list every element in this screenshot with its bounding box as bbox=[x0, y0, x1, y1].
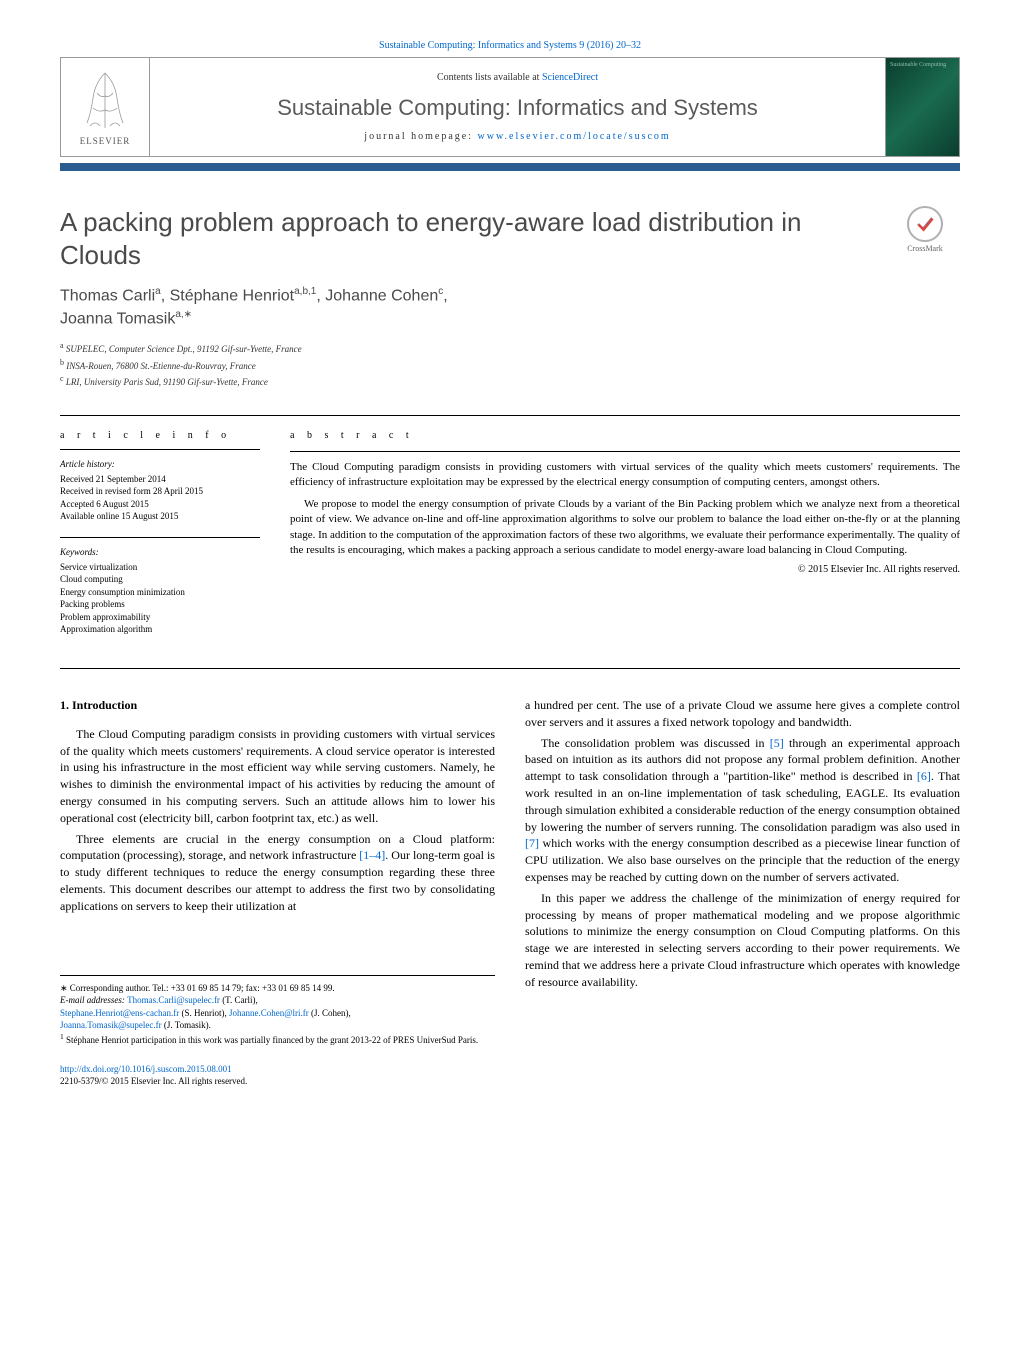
email-cohen[interactable]: Johanne.Cohen@lri.fr bbox=[229, 1008, 309, 1018]
journal-ref-link[interactable]: Sustainable Computing: Informatics and S… bbox=[379, 40, 641, 51]
authors: Thomas Carlia, Stéphane Henriota,b,1, Jo… bbox=[60, 285, 960, 330]
affiliation-b: INSA-Rouen, 76800 St.-Etienne-du-Rouvray… bbox=[66, 361, 255, 371]
crossmark-badge[interactable]: CrossMark bbox=[890, 206, 960, 253]
cite-6[interactable]: [6] bbox=[917, 769, 931, 783]
article-info: a r t i c l e i n f o Article history: R… bbox=[60, 430, 260, 650]
sciencedirect-link[interactable]: ScienceDirect bbox=[542, 72, 598, 83]
footnotes: ∗ Corresponding author. Tel.: +33 01 69 … bbox=[60, 975, 495, 1047]
email-henriot[interactable]: Stephane.Henriot@ens-cachan.fr bbox=[60, 1008, 179, 1018]
keyword-5: Approximation algorithm bbox=[60, 623, 260, 636]
abstract-copyright: © 2015 Elsevier Inc. All rights reserved… bbox=[290, 564, 960, 575]
history-online: Available online 15 August 2015 bbox=[60, 510, 260, 523]
col2-p2: The consolidation problem was discussed … bbox=[525, 735, 960, 886]
masthead: ELSEVIER Contents lists available at Sci… bbox=[60, 57, 960, 157]
author-sep-2: , Johanne Cohen bbox=[316, 287, 438, 304]
cite-7[interactable]: [7] bbox=[525, 836, 539, 850]
affiliation-c: LRI, University Paris Sud, 91190 Gif-sur… bbox=[66, 377, 268, 387]
history-accepted: Accepted 6 August 2015 bbox=[60, 498, 260, 511]
history-label: Article history: bbox=[60, 458, 260, 471]
history-revised: Received in revised form 28 April 2015 bbox=[60, 485, 260, 498]
column-right: a hundred per cent. The use of a private… bbox=[525, 697, 960, 1088]
author-4: Joanna Tomasik bbox=[60, 310, 175, 327]
email-carli[interactable]: Thomas.Carli@supelec.fr bbox=[127, 995, 220, 1005]
keywords-label: Keywords: bbox=[60, 546, 260, 559]
author-sep-1: , Stéphane Henriot bbox=[161, 287, 294, 304]
col2-p1: a hundred per cent. The use of a private… bbox=[525, 697, 960, 731]
abstract-p2: We propose to model the energy consumpti… bbox=[290, 497, 960, 559]
info-divider-1 bbox=[60, 449, 260, 450]
accent-bar bbox=[60, 163, 960, 171]
elsevier-tree-icon bbox=[75, 68, 135, 133]
cover-label: Sustainable Computing bbox=[890, 62, 946, 69]
email-tomasik[interactable]: Joanna.Tomasik@supelec.fr bbox=[60, 1020, 162, 1030]
section-1-heading: 1. Introduction bbox=[60, 697, 495, 714]
author-sep-3: , bbox=[443, 287, 447, 304]
history-received: Received 21 September 2014 bbox=[60, 473, 260, 486]
affiliations: a SUPELEC, Computer Science Dpt., 91192 … bbox=[60, 340, 960, 390]
email-label: E-mail addresses: bbox=[60, 995, 127, 1005]
col1-p1: The Cloud Computing paradigm consists in… bbox=[60, 726, 495, 827]
abstract-divider bbox=[290, 451, 960, 452]
info-divider-2 bbox=[60, 537, 260, 538]
author-2-aff: a,b,1 bbox=[294, 286, 316, 297]
masthead-center: Contents lists available at ScienceDirec… bbox=[150, 57, 885, 157]
abstract-p1: The Cloud Computing paradigm consists in… bbox=[290, 460, 960, 491]
publisher-name: ELSEVIER bbox=[80, 136, 131, 146]
crossmark-icon bbox=[915, 214, 935, 234]
journal-reference-top: Sustainable Computing: Informatics and S… bbox=[60, 40, 960, 51]
journal-cover-thumbnail: Sustainable Computing bbox=[885, 57, 960, 157]
contents-listing: Contents lists available at ScienceDirec… bbox=[170, 72, 865, 83]
homepage-prefix: journal homepage: bbox=[364, 131, 477, 142]
keyword-1: Cloud computing bbox=[60, 573, 260, 586]
keyword-3: Packing problems bbox=[60, 598, 260, 611]
abstract: a b s t r a c t The Cloud Computing para… bbox=[290, 430, 960, 650]
keyword-0: Service virtualization bbox=[60, 561, 260, 574]
publisher-logo: ELSEVIER bbox=[60, 57, 150, 157]
article-title: A packing problem approach to energy-awa… bbox=[60, 206, 870, 271]
divider-bottom bbox=[60, 668, 960, 669]
col1-p2: Three elements are crucial in the energy… bbox=[60, 831, 495, 915]
cite-1-4[interactable]: [1–4] bbox=[359, 848, 385, 862]
corresponding-author: ∗ Corresponding author. Tel.: +33 01 69 … bbox=[60, 982, 495, 995]
emails-line: E-mail addresses: Thomas.Carli@supelec.f… bbox=[60, 994, 495, 1032]
abstract-heading: a b s t r a c t bbox=[290, 430, 960, 441]
crossmark-label: CrossMark bbox=[890, 244, 960, 253]
footer-meta: http://dx.doi.org/10.1016/j.suscom.2015.… bbox=[60, 1063, 495, 1088]
homepage-link[interactable]: www.elsevier.com/locate/suscom bbox=[478, 131, 671, 142]
footnote-1: 1 Stéphane Henriot participation in this… bbox=[60, 1032, 495, 1047]
keyword-2: Energy consumption minimization bbox=[60, 586, 260, 599]
article-info-heading: a r t i c l e i n f o bbox=[60, 430, 260, 441]
contents-prefix: Contents lists available at bbox=[437, 72, 542, 83]
author-4-aff: a,∗ bbox=[175, 309, 192, 320]
journal-name: Sustainable Computing: Informatics and S… bbox=[170, 95, 865, 121]
column-left: 1. Introduction The Cloud Computing para… bbox=[60, 697, 495, 1088]
doi-link[interactable]: http://dx.doi.org/10.1016/j.suscom.2015.… bbox=[60, 1064, 232, 1074]
author-1: Thomas Carli bbox=[60, 287, 155, 304]
col2-p3: In this paper we address the challenge o… bbox=[525, 890, 960, 991]
body-columns: 1. Introduction The Cloud Computing para… bbox=[60, 697, 960, 1088]
cite-5[interactable]: [5] bbox=[770, 736, 784, 750]
keyword-4: Problem approximability bbox=[60, 611, 260, 624]
journal-homepage: journal homepage: www.elsevier.com/locat… bbox=[170, 131, 865, 142]
affiliation-a: SUPELEC, Computer Science Dpt., 91192 Gi… bbox=[66, 344, 302, 354]
issn-copyright: 2210-5379/© 2015 Elsevier Inc. All right… bbox=[60, 1076, 247, 1086]
